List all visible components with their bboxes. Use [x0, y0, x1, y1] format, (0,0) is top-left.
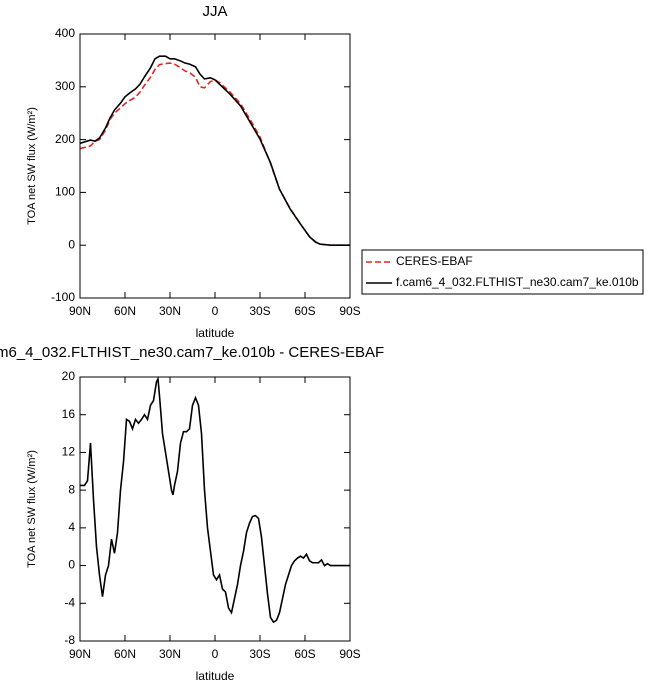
y-tick-label: 16: [62, 407, 76, 421]
chart-title: f.cam6_4_032.FLTHIST_ne30.cam7_ke.010b -…: [0, 344, 384, 361]
plot-frame: [79, 33, 351, 299]
x-tick-label: 90S: [339, 647, 360, 661]
y-tick-label: 8: [68, 482, 75, 496]
y-axis-label: TOA net SW flux (W/m²): [26, 107, 38, 225]
y-tick-label: 12: [62, 445, 76, 459]
x-tick-label: 60N: [114, 304, 136, 318]
x-axis-label: latitude: [196, 669, 235, 683]
x-tick-label: 60N: [114, 647, 136, 661]
chart-title: JJA: [202, 3, 227, 20]
x-tick-label: 60S: [294, 304, 315, 318]
x-tick-label: 90S: [339, 304, 360, 318]
y-tick-label: 0: [68, 558, 75, 572]
data-line: [80, 376, 350, 624]
data-line: [79, 62, 350, 246]
y-tick-label: 100: [55, 185, 75, 199]
y-axis-label: TOA net SW flux (W/m²): [26, 450, 38, 568]
x-tick-label: 30N: [159, 647, 181, 661]
data-line: [79, 55, 350, 246]
y-tick-label: 4: [68, 520, 75, 534]
y-tick-label: -8: [64, 633, 75, 647]
y-tick-label: 0: [68, 237, 75, 251]
y-tick-label: -4: [64, 595, 75, 609]
plot-frame: [79, 376, 351, 642]
x-tick-label: 0: [212, 647, 219, 661]
y-tick-label: -100: [51, 290, 75, 304]
legend-label: f.cam6_4_032.FLTHIST_ne30.cam7_ke.010b: [396, 275, 639, 289]
x-tick-label: 30N: [159, 304, 181, 318]
x-axis-label: latitude: [196, 326, 235, 340]
legend-box: [361, 249, 644, 295]
x-tick-label: 90N: [69, 647, 91, 661]
y-tick-label: 300: [55, 79, 75, 93]
legend-label: CERES-EBAF: [396, 254, 473, 268]
x-tick-label: 60S: [294, 647, 315, 661]
x-tick-label: 30S: [249, 647, 270, 661]
x-tick-label: 30S: [249, 304, 270, 318]
y-tick-label: 200: [55, 132, 75, 146]
y-tick-label: 400: [55, 26, 75, 40]
x-tick-label: 90N: [69, 304, 91, 318]
x-tick-label: 0: [212, 304, 219, 318]
y-tick-label: 20: [62, 369, 76, 383]
